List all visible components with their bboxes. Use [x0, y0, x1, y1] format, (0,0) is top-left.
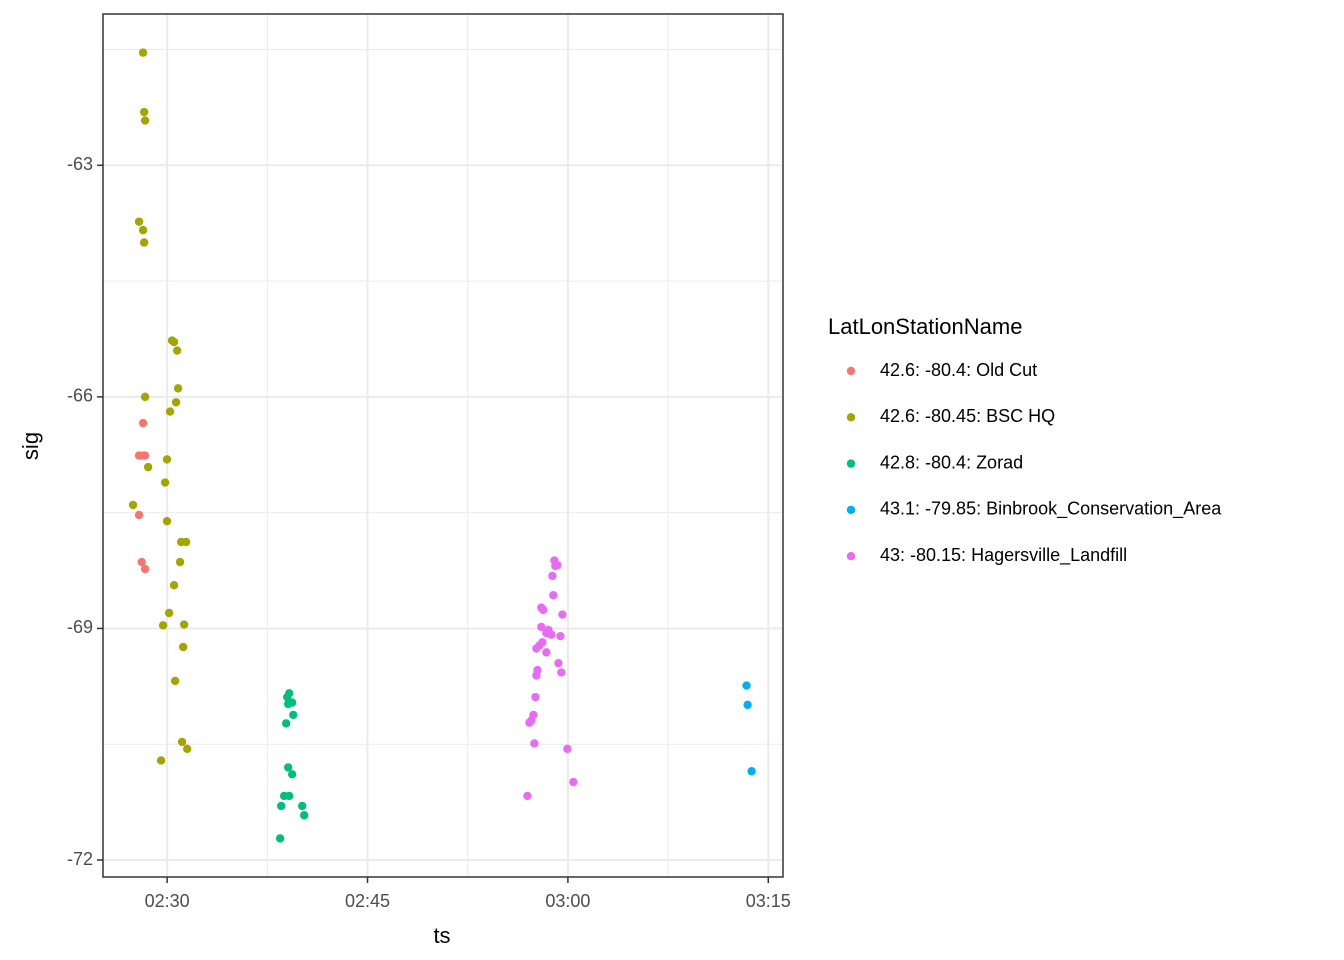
- point: [177, 737, 187, 747]
- point: [556, 631, 565, 641]
- point: [285, 791, 294, 801]
- point: [134, 217, 144, 226]
- point: [275, 834, 285, 843]
- legend-title: LatLonStationName: [828, 314, 1022, 339]
- legend-label: 43: -80.15: Hagersville_Landfill: [880, 545, 1127, 566]
- point: [178, 642, 188, 652]
- point: [128, 500, 138, 510]
- point: [537, 622, 546, 632]
- point: [569, 777, 578, 787]
- point: [138, 418, 148, 428]
- point: [156, 756, 166, 765]
- point: [539, 605, 548, 615]
- point: [158, 621, 168, 630]
- point: [171, 398, 181, 407]
- legend-key: [846, 505, 856, 515]
- point: [553, 560, 562, 570]
- point: [549, 591, 558, 600]
- legend-label: 42.8: -80.4: Zorad: [880, 452, 1023, 472]
- point: [162, 455, 172, 464]
- point: [532, 644, 541, 653]
- point: [287, 770, 297, 779]
- point: [525, 718, 534, 727]
- point: [175, 557, 185, 567]
- point: [181, 537, 191, 547]
- legend-key: [846, 552, 856, 561]
- y-tick-label: -69: [67, 617, 93, 637]
- point: [139, 238, 149, 247]
- point: [134, 510, 144, 520]
- point: [140, 116, 150, 125]
- point: [557, 668, 566, 677]
- legend-label: 42.6: -80.45: BSC HQ: [880, 406, 1055, 426]
- point: [289, 710, 298, 720]
- point: [542, 648, 551, 657]
- point: [558, 610, 567, 619]
- point: [523, 791, 532, 801]
- point: [554, 658, 563, 668]
- legend-key: [846, 459, 856, 468]
- point: [169, 581, 179, 590]
- point: [138, 225, 148, 235]
- point: [179, 620, 189, 629]
- y-tick-label: -63: [67, 154, 93, 174]
- point: [169, 337, 179, 347]
- point: [140, 392, 150, 402]
- point: [299, 811, 309, 820]
- point: [162, 516, 172, 526]
- point: [139, 107, 149, 117]
- y-tick-label: -66: [67, 386, 93, 406]
- point: [173, 384, 183, 393]
- point: [172, 346, 182, 355]
- point: [530, 739, 539, 748]
- point: [547, 630, 556, 639]
- legend-label: 43.1: -79.85: Binbrook_Conservation_Area: [880, 499, 1222, 520]
- point: [170, 676, 180, 686]
- x-tick-label: 03:00: [545, 891, 590, 911]
- point: [143, 462, 153, 472]
- point: [747, 767, 756, 776]
- point: [283, 699, 293, 709]
- x-tick-label: 02:30: [145, 891, 190, 911]
- point: [743, 700, 752, 710]
- x-tick-label: 02:45: [345, 891, 390, 911]
- panel-border: [102, 13, 784, 878]
- x-tick-label: 03:15: [746, 891, 791, 911]
- point: [742, 681, 751, 690]
- point: [160, 478, 170, 487]
- y-axis-title: sig: [18, 432, 43, 460]
- point: [277, 801, 286, 811]
- point: [532, 671, 541, 680]
- point: [563, 744, 572, 754]
- legend-key: [846, 366, 856, 376]
- legend-key: [846, 413, 856, 422]
- point: [548, 571, 557, 581]
- point: [281, 719, 291, 728]
- point: [138, 48, 148, 57]
- point: [164, 608, 174, 618]
- point: [283, 763, 293, 772]
- point: [140, 451, 150, 460]
- point: [137, 557, 146, 567]
- point: [283, 692, 292, 702]
- legend-label: 42.6: -80.4: Old Cut: [880, 360, 1037, 380]
- point: [297, 801, 307, 811]
- y-tick-label: -72: [67, 849, 93, 869]
- x-axis-title: ts: [433, 923, 450, 948]
- point: [140, 564, 150, 574]
- point: [182, 744, 192, 754]
- point: [531, 692, 540, 702]
- point: [165, 407, 175, 416]
